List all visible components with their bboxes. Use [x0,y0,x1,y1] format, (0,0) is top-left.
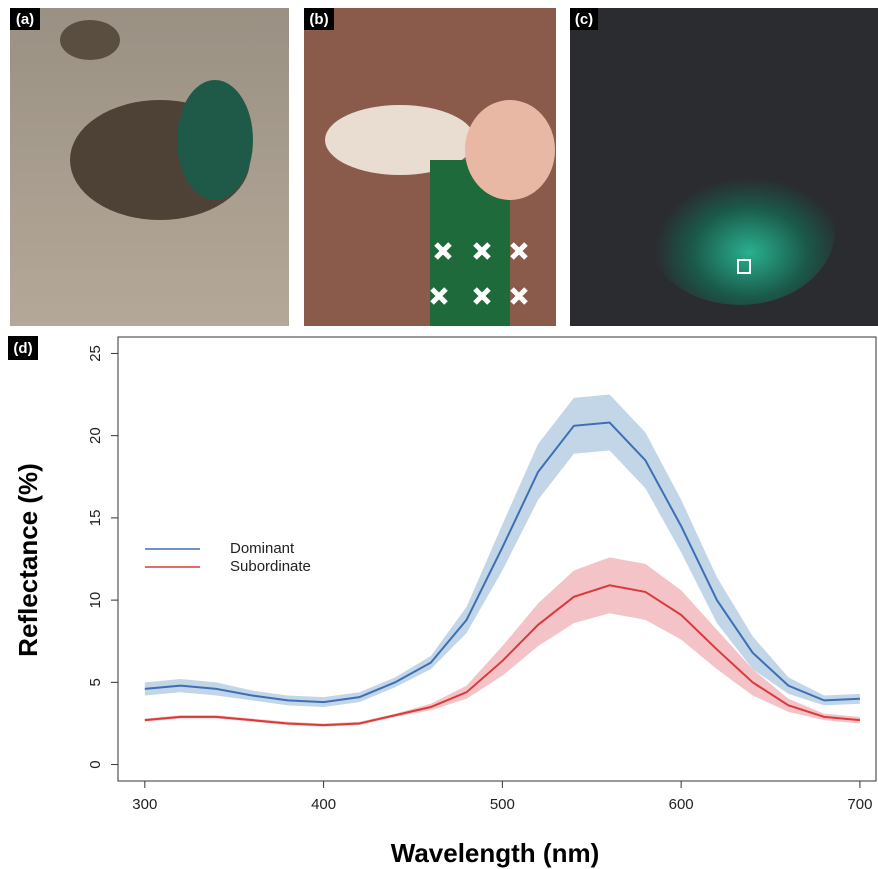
figure: (a) (b) (c) (d) Wavelength (nm) Reflecta… [0,0,878,869]
x-tick-label: 600 [669,796,694,813]
photo-c [570,8,878,326]
panel-label: (a) [16,11,34,28]
x-tick-label: 500 [490,796,515,813]
y-tick-label: 25 [87,345,104,362]
legend-label: Dominant [230,540,295,557]
panel-label: (d) [13,340,32,357]
x-axis-label: Wavelength (nm) [391,838,599,868]
panel-label: (b) [309,11,328,28]
x-tick-label: 400 [311,796,336,813]
y-axis-label: Reflectance (%) [13,463,43,657]
y-tick-label: 5 [87,678,104,686]
y-tick-label: 15 [87,510,104,527]
x-tick-label: 300 [132,796,157,813]
y-tick-label: 10 [87,592,104,609]
photo-a [10,8,289,326]
panel-label: (c) [575,11,593,28]
legend-label: Subordinate [230,558,311,575]
y-tick-label: 0 [87,760,104,768]
x-tick-label: 700 [847,796,872,813]
y-tick-label: 20 [87,427,104,444]
photo-b [304,8,556,326]
